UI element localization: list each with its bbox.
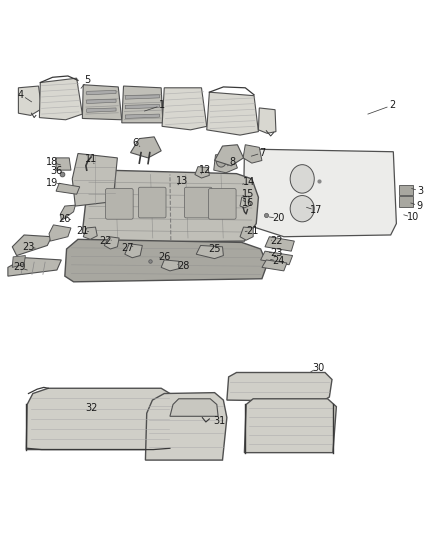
Polygon shape: [82, 85, 122, 120]
Text: 36: 36: [50, 166, 62, 176]
Text: 26: 26: [59, 214, 71, 224]
Polygon shape: [214, 154, 237, 173]
Polygon shape: [131, 137, 161, 158]
Ellipse shape: [290, 196, 314, 222]
Polygon shape: [82, 170, 258, 243]
Polygon shape: [145, 393, 227, 460]
Polygon shape: [125, 244, 142, 258]
Polygon shape: [261, 251, 293, 265]
Polygon shape: [262, 260, 287, 271]
Text: 21: 21: [76, 225, 88, 236]
Text: 32: 32: [85, 402, 97, 413]
Text: 29: 29: [13, 262, 25, 272]
Text: 31: 31: [213, 416, 225, 426]
Text: 11: 11: [85, 154, 97, 164]
Ellipse shape: [290, 165, 314, 193]
Text: 14: 14: [243, 177, 255, 188]
Polygon shape: [49, 225, 71, 241]
Polygon shape: [161, 260, 179, 271]
Text: 17: 17: [310, 205, 322, 215]
Polygon shape: [240, 197, 251, 208]
Text: 30: 30: [312, 363, 324, 373]
Polygon shape: [125, 114, 159, 118]
Text: 10: 10: [406, 213, 419, 222]
Text: 24: 24: [272, 256, 285, 266]
Polygon shape: [72, 154, 117, 206]
FancyBboxPatch shape: [184, 187, 212, 218]
FancyBboxPatch shape: [208, 189, 236, 219]
Polygon shape: [122, 86, 163, 123]
Polygon shape: [56, 158, 71, 170]
Text: 12: 12: [199, 165, 211, 175]
Polygon shape: [162, 88, 207, 130]
Text: 4: 4: [18, 90, 24, 100]
Polygon shape: [125, 104, 159, 109]
FancyBboxPatch shape: [106, 189, 133, 219]
Polygon shape: [26, 388, 173, 449]
Polygon shape: [243, 149, 396, 237]
Text: 28: 28: [177, 261, 189, 271]
Text: 21: 21: [246, 225, 258, 236]
Polygon shape: [18, 86, 42, 115]
Polygon shape: [125, 95, 159, 99]
Text: 22: 22: [271, 236, 283, 246]
Polygon shape: [39, 78, 82, 120]
Polygon shape: [258, 108, 276, 133]
Polygon shape: [8, 258, 61, 276]
Polygon shape: [207, 92, 258, 135]
Text: 6: 6: [133, 138, 139, 148]
Text: 13: 13: [176, 176, 188, 186]
Polygon shape: [65, 239, 267, 282]
Polygon shape: [12, 235, 52, 255]
Text: 7: 7: [260, 148, 266, 158]
Text: 18: 18: [46, 157, 58, 167]
Polygon shape: [240, 227, 253, 240]
Polygon shape: [195, 167, 209, 178]
Text: 16: 16: [242, 198, 254, 208]
Text: 22: 22: [100, 236, 112, 246]
Polygon shape: [265, 237, 294, 251]
Polygon shape: [83, 227, 97, 239]
Polygon shape: [196, 246, 223, 259]
Polygon shape: [12, 255, 25, 268]
Text: 1: 1: [159, 100, 165, 110]
Text: 23: 23: [271, 248, 283, 259]
Text: 8: 8: [229, 157, 235, 167]
Ellipse shape: [216, 156, 226, 167]
Polygon shape: [87, 91, 116, 95]
Text: 23: 23: [22, 242, 34, 252]
Polygon shape: [60, 205, 75, 221]
Polygon shape: [87, 99, 116, 103]
Text: 25: 25: [208, 244, 221, 254]
Polygon shape: [399, 184, 413, 195]
Polygon shape: [104, 237, 119, 249]
Polygon shape: [56, 183, 80, 194]
Text: 26: 26: [159, 252, 171, 262]
Polygon shape: [215, 145, 244, 166]
Text: 20: 20: [272, 213, 285, 223]
Text: 2: 2: [389, 100, 395, 110]
Polygon shape: [243, 145, 262, 163]
Polygon shape: [227, 373, 332, 401]
Text: 3: 3: [417, 186, 424, 196]
Polygon shape: [170, 399, 218, 416]
Text: 5: 5: [85, 75, 91, 85]
Polygon shape: [87, 108, 116, 112]
Text: 9: 9: [417, 201, 423, 211]
Text: 27: 27: [122, 243, 134, 253]
FancyBboxPatch shape: [138, 187, 166, 218]
Text: 15: 15: [242, 189, 254, 199]
Polygon shape: [244, 399, 336, 453]
Polygon shape: [399, 197, 413, 207]
Text: 19: 19: [46, 178, 58, 188]
